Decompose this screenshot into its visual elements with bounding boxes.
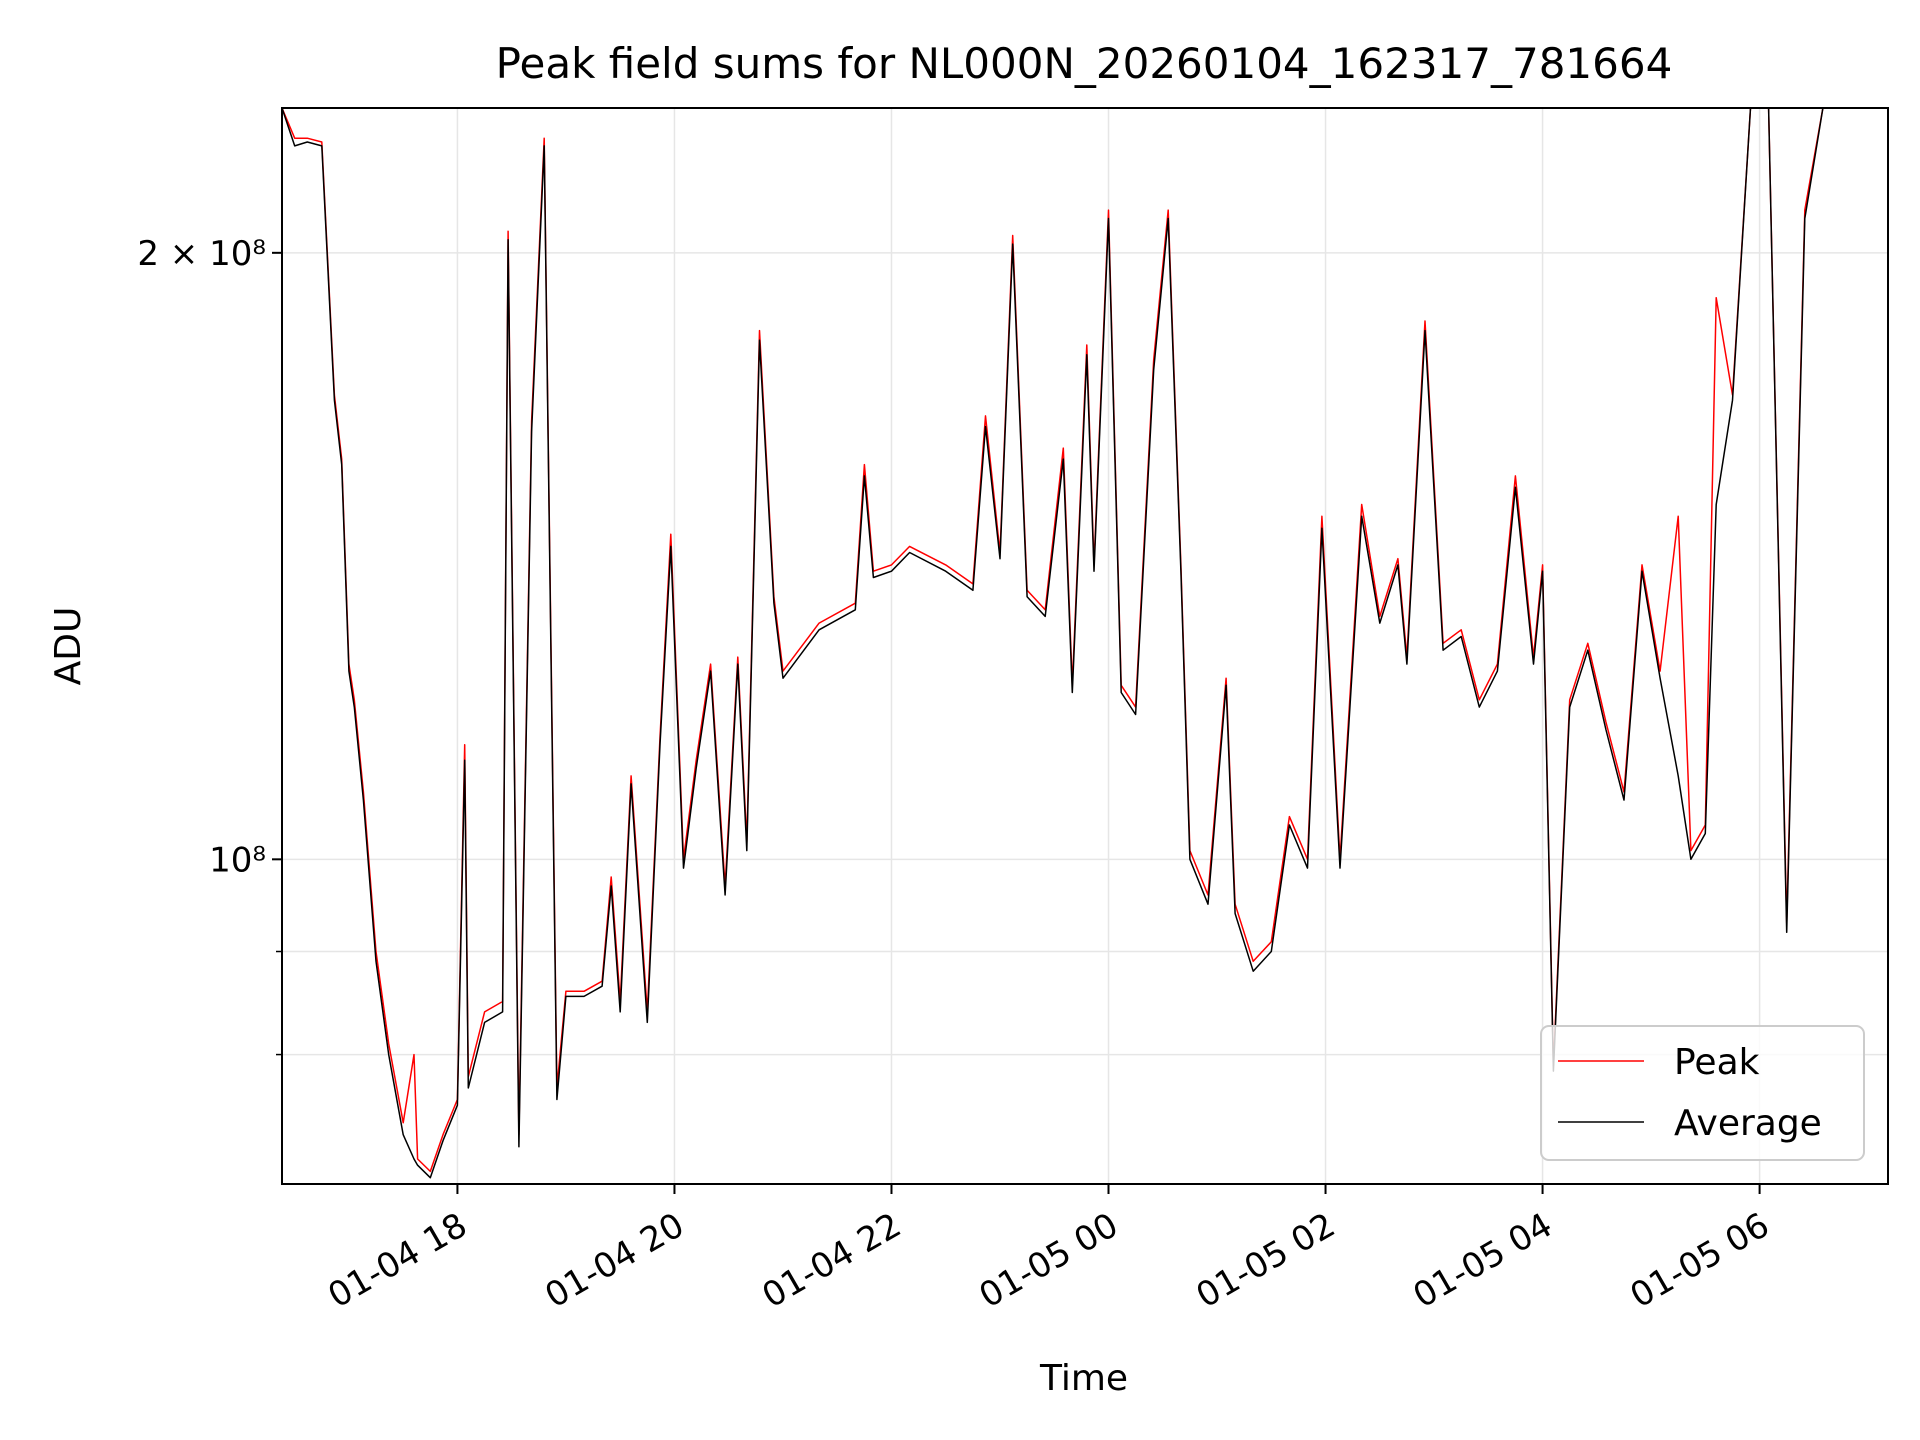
- y-tick-label: 2 × 10⁸: [137, 234, 266, 274]
- legend-label-average: Average: [1674, 1103, 1822, 1144]
- legend: Peak Average: [1540, 1025, 1865, 1161]
- y-axis-label: ADU: [48, 607, 89, 686]
- legend-label-peak: Peak: [1674, 1042, 1760, 1083]
- series-line-average: [282, 108, 1841, 1179]
- y-tick-label: 10⁸: [209, 840, 266, 880]
- series-layer: [282, 108, 1841, 1179]
- plot-frame: [281, 107, 1889, 1185]
- x-axis-label: Time: [1039, 1358, 1128, 1399]
- legend-box: [1540, 1025, 1865, 1161]
- chart-title: Peak field sums for NL000N_20260104_1623…: [496, 39, 1673, 88]
